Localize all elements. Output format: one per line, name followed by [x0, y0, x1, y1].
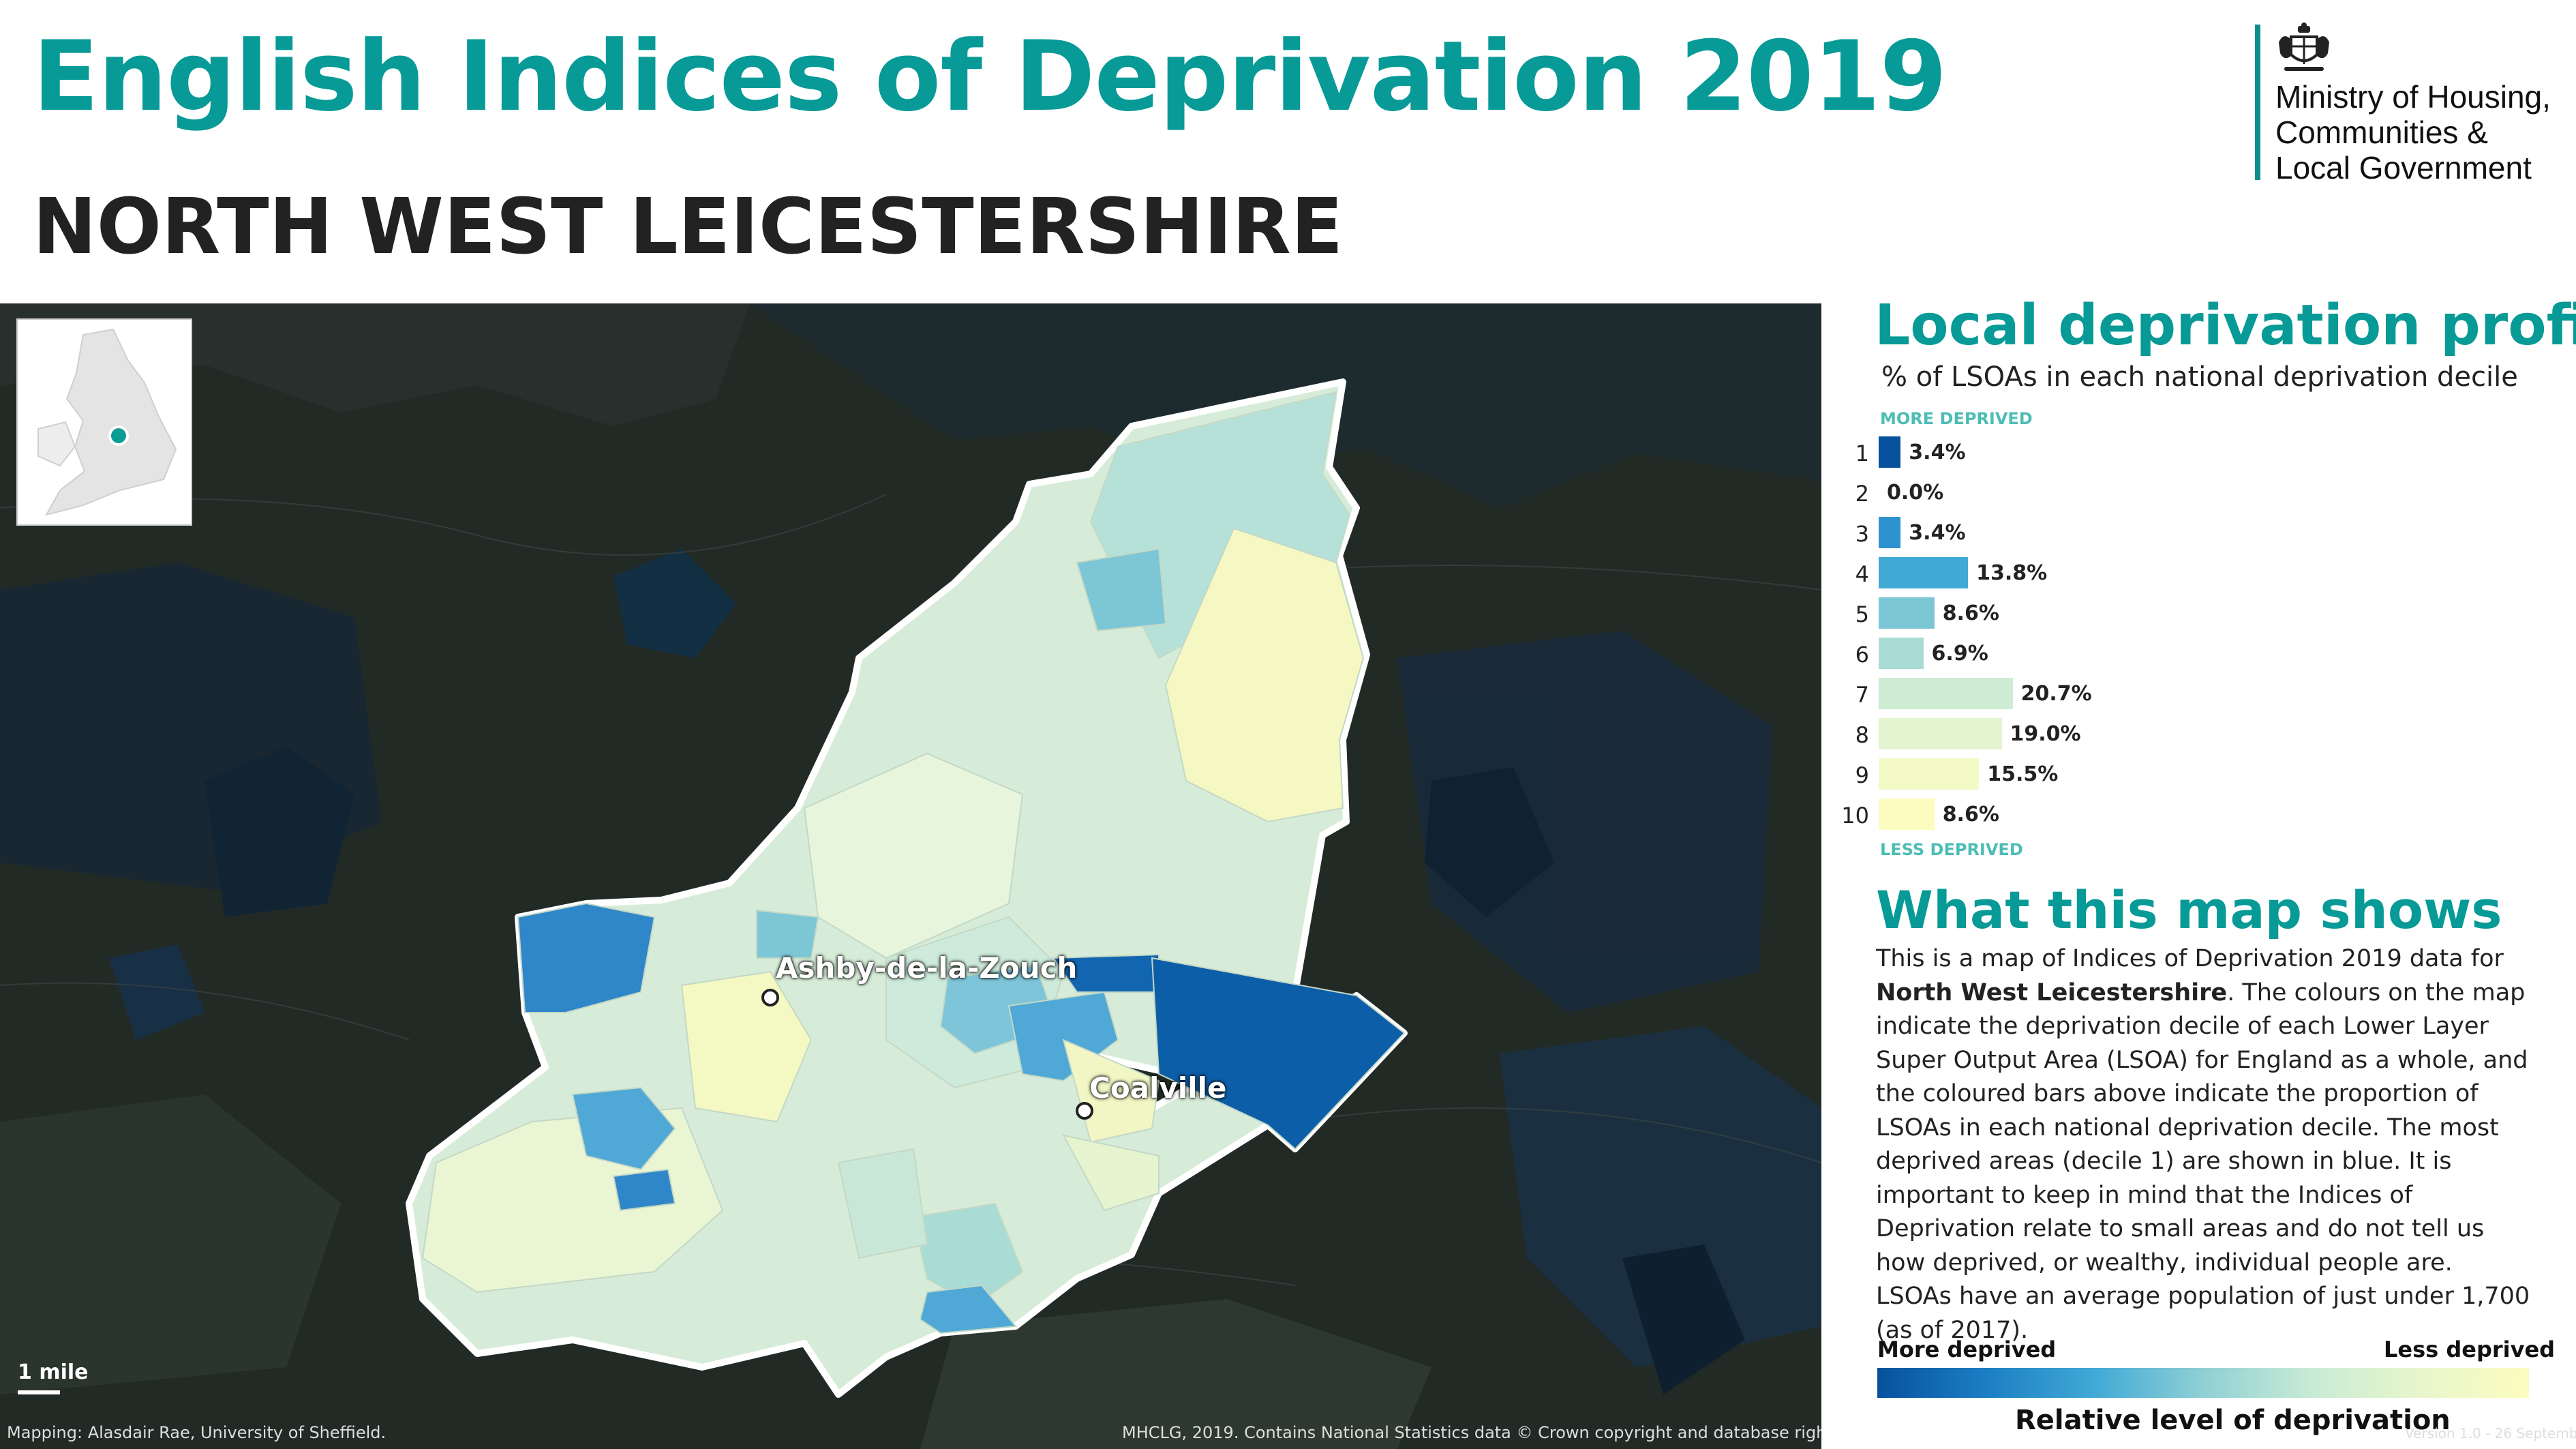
more-deprived-tag: MORE DEPRIVED [1880, 409, 2033, 428]
scale-bar [18, 1390, 60, 1394]
legend-gradient-bar [1877, 1368, 2529, 1398]
legend-more-deprived: More deprived [1877, 1336, 2057, 1362]
decile-bar [1879, 678, 2013, 709]
england-locator-inset [16, 318, 192, 526]
decile-number: 9 [1855, 762, 1869, 788]
town-marker-ashby[interactable] [761, 989, 779, 1006]
legend-caption: Relative level of deprivation [2015, 1405, 2451, 1436]
decile-number: 5 [1855, 601, 1869, 627]
decile-value-label: 8.6% [1942, 803, 1999, 826]
decile-bar [1879, 517, 1901, 548]
decile-number: 8 [1855, 722, 1869, 748]
version-note: Version 1.0 - 26 September 2019 [2405, 1425, 2576, 1441]
town-label-coalville: Coalville [1089, 1071, 1227, 1105]
decile-number: 10 [1841, 803, 1869, 828]
ministry-line: Local Government [2275, 150, 2532, 185]
ministry-line: Communities & [2275, 115, 2488, 150]
explainer-text-end: . The colours on the map indicate the de… [1876, 979, 2530, 1344]
less-deprived-tag: LESS DEPRIVED [1880, 840, 2023, 859]
profile-title: Local deprivation profile [1875, 293, 2576, 358]
explainer-title: What this map shows [1876, 880, 2502, 940]
decile-value-label: 3.4% [1909, 440, 1966, 464]
data-credit: MHCLG, 2019. Contains National Statistic… [1122, 1423, 1821, 1442]
town-label-ashby: Ashby-de-la-Zouch [776, 951, 1078, 985]
decile-value-label: 0.0% [1887, 481, 1944, 505]
decile-number: 2 [1855, 481, 1869, 507]
decile-number: 1 [1855, 440, 1869, 466]
explainer-text-start: This is a map of Indices of Deprivation … [1876, 945, 2504, 972]
explainer-area-name: North West Leicestershire [1876, 979, 2228, 1006]
decile-number: 3 [1855, 521, 1869, 547]
decile-number: 6 [1855, 642, 1869, 668]
decile-bar [1879, 597, 1935, 629]
england-outline-icon [37, 328, 177, 516]
scale-label: 1 mile [18, 1360, 89, 1384]
legend-less-deprived: Less deprived [2384, 1336, 2556, 1362]
explainer-text: This is a map of Indices of Deprivation … [1876, 942, 2530, 1347]
decile-value-label: 20.7% [2020, 682, 2092, 706]
ministry-name: Ministry of Housing, Communities & Local… [2275, 79, 2551, 185]
decile-number: 4 [1855, 561, 1869, 587]
page-title: English Indices of Deprivation 2019 [33, 20, 1947, 133]
mapping-credit: Mapping: Alasdair Rae, University of She… [7, 1423, 387, 1442]
area-name: NORTH WEST LEICESTERSHIRE [33, 183, 1344, 271]
decile-bar [1879, 758, 1980, 790]
decile-bar [1879, 638, 1924, 669]
decile-value-label: 15.5% [1987, 762, 2059, 786]
decile-value-label: 3.4% [1909, 521, 1966, 545]
decile-value-label: 8.6% [1942, 601, 1999, 625]
decile-bar [1879, 718, 2002, 749]
profile-subtitle: % of LSOAs in each national deprivation … [1881, 361, 2518, 393]
logo-rule [2255, 25, 2260, 180]
decile-bar [1879, 798, 1935, 830]
decile-value-label: 6.9% [1931, 642, 1988, 666]
map-canvas [0, 303, 1821, 1449]
town-marker-coalville[interactable] [1076, 1102, 1093, 1120]
decile-value-label: 19.0% [2010, 722, 2081, 746]
ministry-line: Ministry of Housing, [2275, 79, 2551, 115]
royal-crest-icon [2279, 23, 2329, 71]
decile-bar [1879, 557, 1969, 588]
decile-bar [1879, 436, 1901, 468]
decile-value-label: 13.8% [1976, 561, 2048, 585]
deprivation-map[interactable]: Ashby-de-la-Zouch Coalville 1 mile Mappi… [0, 303, 1821, 1449]
decile-number: 7 [1855, 682, 1869, 708]
